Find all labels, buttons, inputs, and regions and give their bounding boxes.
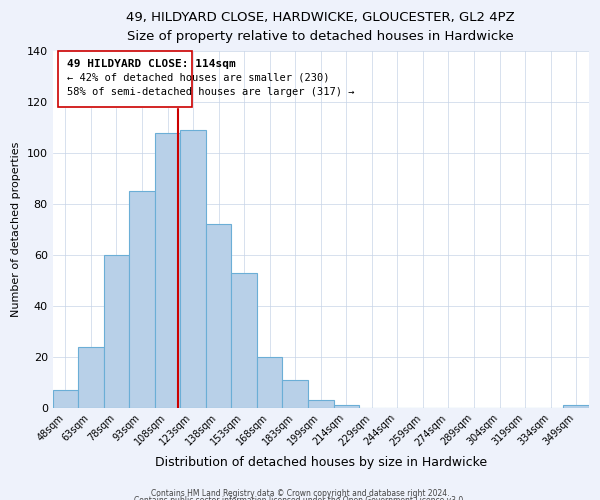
Bar	[283, 380, 308, 408]
Bar	[155, 132, 181, 408]
Bar	[257, 357, 283, 408]
Text: 49 HILDYARD CLOSE: 114sqm: 49 HILDYARD CLOSE: 114sqm	[67, 59, 235, 69]
Bar	[129, 192, 155, 408]
X-axis label: Distribution of detached houses by size in Hardwicke: Distribution of detached houses by size …	[155, 456, 487, 469]
Bar	[334, 405, 359, 408]
Text: Contains public sector information licensed under the Open Government Licence v3: Contains public sector information licen…	[134, 496, 466, 500]
Bar	[308, 400, 334, 408]
Bar	[53, 390, 78, 408]
Bar	[58, 51, 192, 108]
Bar	[232, 273, 257, 408]
Bar	[78, 346, 104, 408]
Bar	[53, 51, 192, 108]
Text: 58% of semi-detached houses are larger (317) →: 58% of semi-detached houses are larger (…	[67, 87, 354, 97]
Bar	[181, 130, 206, 408]
Bar	[206, 224, 232, 408]
Text: ← 42% of detached houses are smaller (230): ← 42% of detached houses are smaller (23…	[67, 73, 329, 83]
Y-axis label: Number of detached properties: Number of detached properties	[11, 142, 21, 317]
Text: Contains HM Land Registry data © Crown copyright and database right 2024.: Contains HM Land Registry data © Crown c…	[151, 488, 449, 498]
Title: 49, HILDYARD CLOSE, HARDWICKE, GLOUCESTER, GL2 4PZ
Size of property relative to : 49, HILDYARD CLOSE, HARDWICKE, GLOUCESTE…	[127, 11, 515, 43]
Bar	[563, 405, 589, 408]
Bar	[104, 255, 129, 408]
